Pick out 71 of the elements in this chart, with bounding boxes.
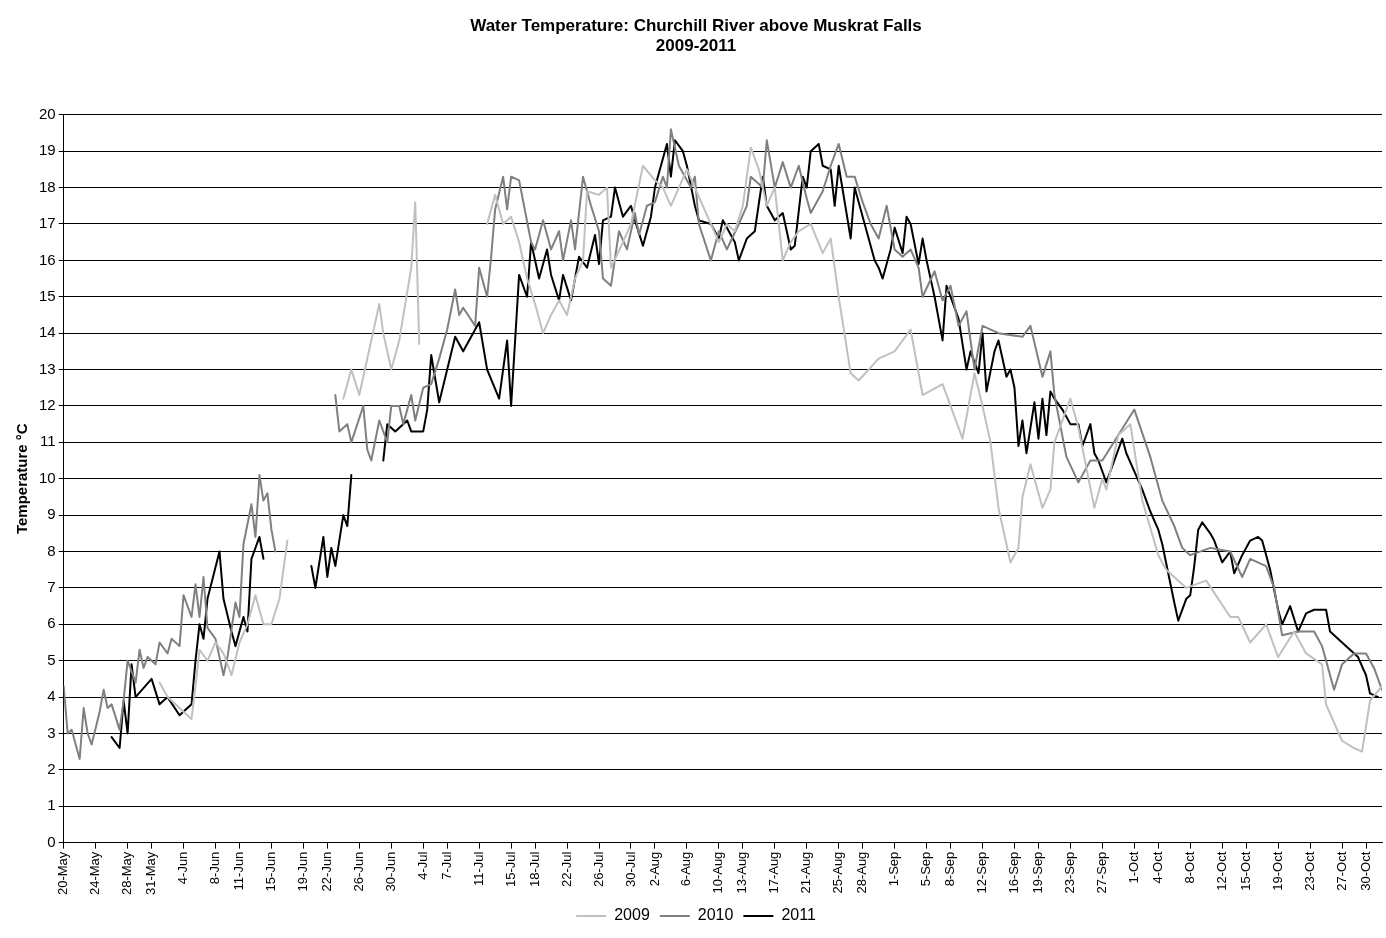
y-tick-label: 15 <box>39 286 56 304</box>
x-tick-label: 26-Jun <box>350 851 366 892</box>
x-tick-label: 6-Aug <box>678 851 694 887</box>
y-tick-label: 20 <box>39 104 56 122</box>
legend-label: 2010 <box>697 906 734 924</box>
x-tick-label: 26-Jul <box>590 851 606 888</box>
x-tick-label: 1-Oct <box>1125 851 1141 884</box>
y-tick-label: 4 <box>47 687 56 705</box>
x-tick-label: 24-May <box>87 851 103 896</box>
y-tick-label: 8 <box>47 541 56 559</box>
x-tick-label: 22-Jul <box>558 851 574 888</box>
y-tick-label: 9 <box>47 505 56 523</box>
x-tick-label: 7-Jul <box>438 851 454 880</box>
y-tick-label: 0 <box>47 832 56 850</box>
x-tick-label: 8-Jun <box>207 851 223 885</box>
x-tick-label: 23-Sep <box>1061 851 1077 894</box>
y-tick-label: 6 <box>47 614 56 632</box>
x-tick-label: 27-Sep <box>1093 851 1109 894</box>
y-axis-title: Temperature °C <box>13 423 31 535</box>
x-tick-label: 13-Aug <box>734 851 750 894</box>
x-tick-label: 19-Oct <box>1269 851 1285 891</box>
x-tick-label: 31-May <box>143 851 159 896</box>
x-tick-label: 4-Oct <box>1149 851 1165 884</box>
legend-label: 2009 <box>614 906 650 924</box>
x-tick-label: 28-Aug <box>854 851 870 894</box>
x-tick-label: 19-Jun <box>294 851 310 892</box>
y-tick-label: 14 <box>39 323 56 341</box>
x-tick-label: 10-Aug <box>710 851 726 894</box>
x-tick-label: 30-Jun <box>382 851 398 892</box>
x-tick-label: 15-Oct <box>1237 851 1253 891</box>
x-tick-label: 23-Oct <box>1301 851 1317 891</box>
y-tick-label: 2 <box>47 760 56 778</box>
y-tick-label: 5 <box>47 650 56 668</box>
x-tick-label: 11-Jun <box>231 851 247 891</box>
y-tick-label: 16 <box>39 250 56 268</box>
x-tick-label: 30-Jul <box>622 851 638 888</box>
x-tick-label: 27-Oct <box>1333 851 1349 891</box>
x-tick-label: 22-Jun <box>318 851 334 892</box>
y-tick-label: 11 <box>40 432 56 450</box>
x-tick-label: 15-Jul <box>502 851 518 888</box>
x-tick-label: 8-Sep <box>942 851 958 887</box>
x-tick-label: 18-Jul <box>526 851 542 888</box>
x-tick-label: 19-Sep <box>1030 851 1046 894</box>
x-tick-label: 1-Sep <box>886 851 902 887</box>
y-tick-label: 3 <box>47 723 56 741</box>
x-tick-label: 11-Jul <box>470 851 486 887</box>
x-tick-label: 25-Aug <box>830 851 846 894</box>
x-tick-label: 4-Jun <box>175 851 191 885</box>
y-tick-label: 7 <box>47 578 56 596</box>
x-tick-label: 8-Oct <box>1181 851 1197 884</box>
x-tick-label: 5-Sep <box>918 851 934 887</box>
legend-label: 2011 <box>781 906 816 924</box>
x-tick-label: 15-Jun <box>263 851 278 892</box>
x-tick-label: 2-Aug <box>646 851 662 887</box>
y-tick-label: 10 <box>39 468 56 486</box>
x-tick-label: 20-May <box>55 851 71 896</box>
x-tick-label: 4-Jul <box>414 851 430 880</box>
y-tick-label: 17 <box>39 214 56 232</box>
x-tick-label: 12-Oct <box>1213 851 1229 891</box>
x-tick-label: 12-Sep <box>974 851 990 894</box>
x-tick-label: 30-Oct <box>1357 851 1373 891</box>
chart-title: Water Temperature: Churchill River above Muskrat Falls 2009-2011 <box>470 15 922 56</box>
x-tick-label: 28-May <box>119 851 135 896</box>
y-tick-label: 19 <box>39 141 56 159</box>
y-tick-label: 12 <box>39 396 56 414</box>
y-tick-label: 13 <box>39 359 56 377</box>
y-tick-label: 18 <box>39 177 56 195</box>
y-tick-label: 1 <box>47 796 56 814</box>
x-tick-label: 17-Aug <box>766 851 782 894</box>
x-tick-label: 16-Sep <box>1006 851 1022 894</box>
x-tick-label: 21-Aug <box>798 851 814 894</box>
